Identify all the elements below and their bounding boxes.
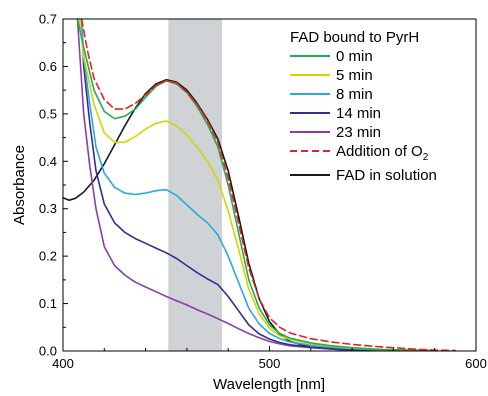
- y-tick-label-7: 0.7: [39, 12, 57, 27]
- series-line-2: [80, 18, 436, 352]
- y-tick-label-6: 0.6: [39, 59, 57, 74]
- y-axis-title: Absorbance: [11, 145, 28, 225]
- legend: FAD bound to PyrH 0 min 5 min 8 min 14 m…: [290, 29, 437, 184]
- x-tick-label-2: 600: [465, 356, 487, 371]
- y-tick-label-0: 0.0: [39, 344, 57, 359]
- y-tick-label-1: 0.1: [39, 296, 57, 311]
- series-line-3: [80, 18, 405, 352]
- legend-o2-main: Addition of O: [336, 143, 423, 160]
- legend-label-6: FAD in solution: [336, 167, 437, 184]
- x-axis-title: Wavelength [nm]: [213, 376, 325, 393]
- legend-o2-subscript: 2: [423, 152, 429, 163]
- plot-frame: [62, 18, 477, 352]
- y-tick-label-3: 0.3: [39, 201, 57, 216]
- legend-label-0: 0 min: [336, 48, 373, 65]
- x-tick-label-0: 400: [52, 356, 74, 371]
- legend-title: FAD bound to PyrH: [290, 29, 419, 46]
- series-line-4: [76, 18, 374, 352]
- y-tick-label-5: 0.5: [39, 106, 57, 121]
- y-tick-label-2: 0.2: [39, 249, 57, 264]
- shaded-band: [168, 19, 223, 351]
- series-line-0: [76, 18, 436, 352]
- series-line-5: [80, 18, 457, 352]
- y-tick-label-4: 0.4: [39, 154, 57, 169]
- legend-label-2: 8 min: [336, 86, 373, 103]
- x-tick-label-1: 500: [259, 356, 281, 371]
- legend-label-5: Addition of O2: [336, 143, 429, 163]
- legend-label-3: 14 min: [336, 105, 381, 122]
- axis-ticks: 400 500 600 0.0 0.1 0.2 0.3 0.4 0.5 0.6 0.7: [39, 12, 487, 372]
- legend-label-1: 5 min: [336, 67, 373, 84]
- legend-label-4: 23 min: [336, 124, 381, 141]
- series-lines: [62, 18, 457, 352]
- shaded-band-layer: [168, 19, 223, 351]
